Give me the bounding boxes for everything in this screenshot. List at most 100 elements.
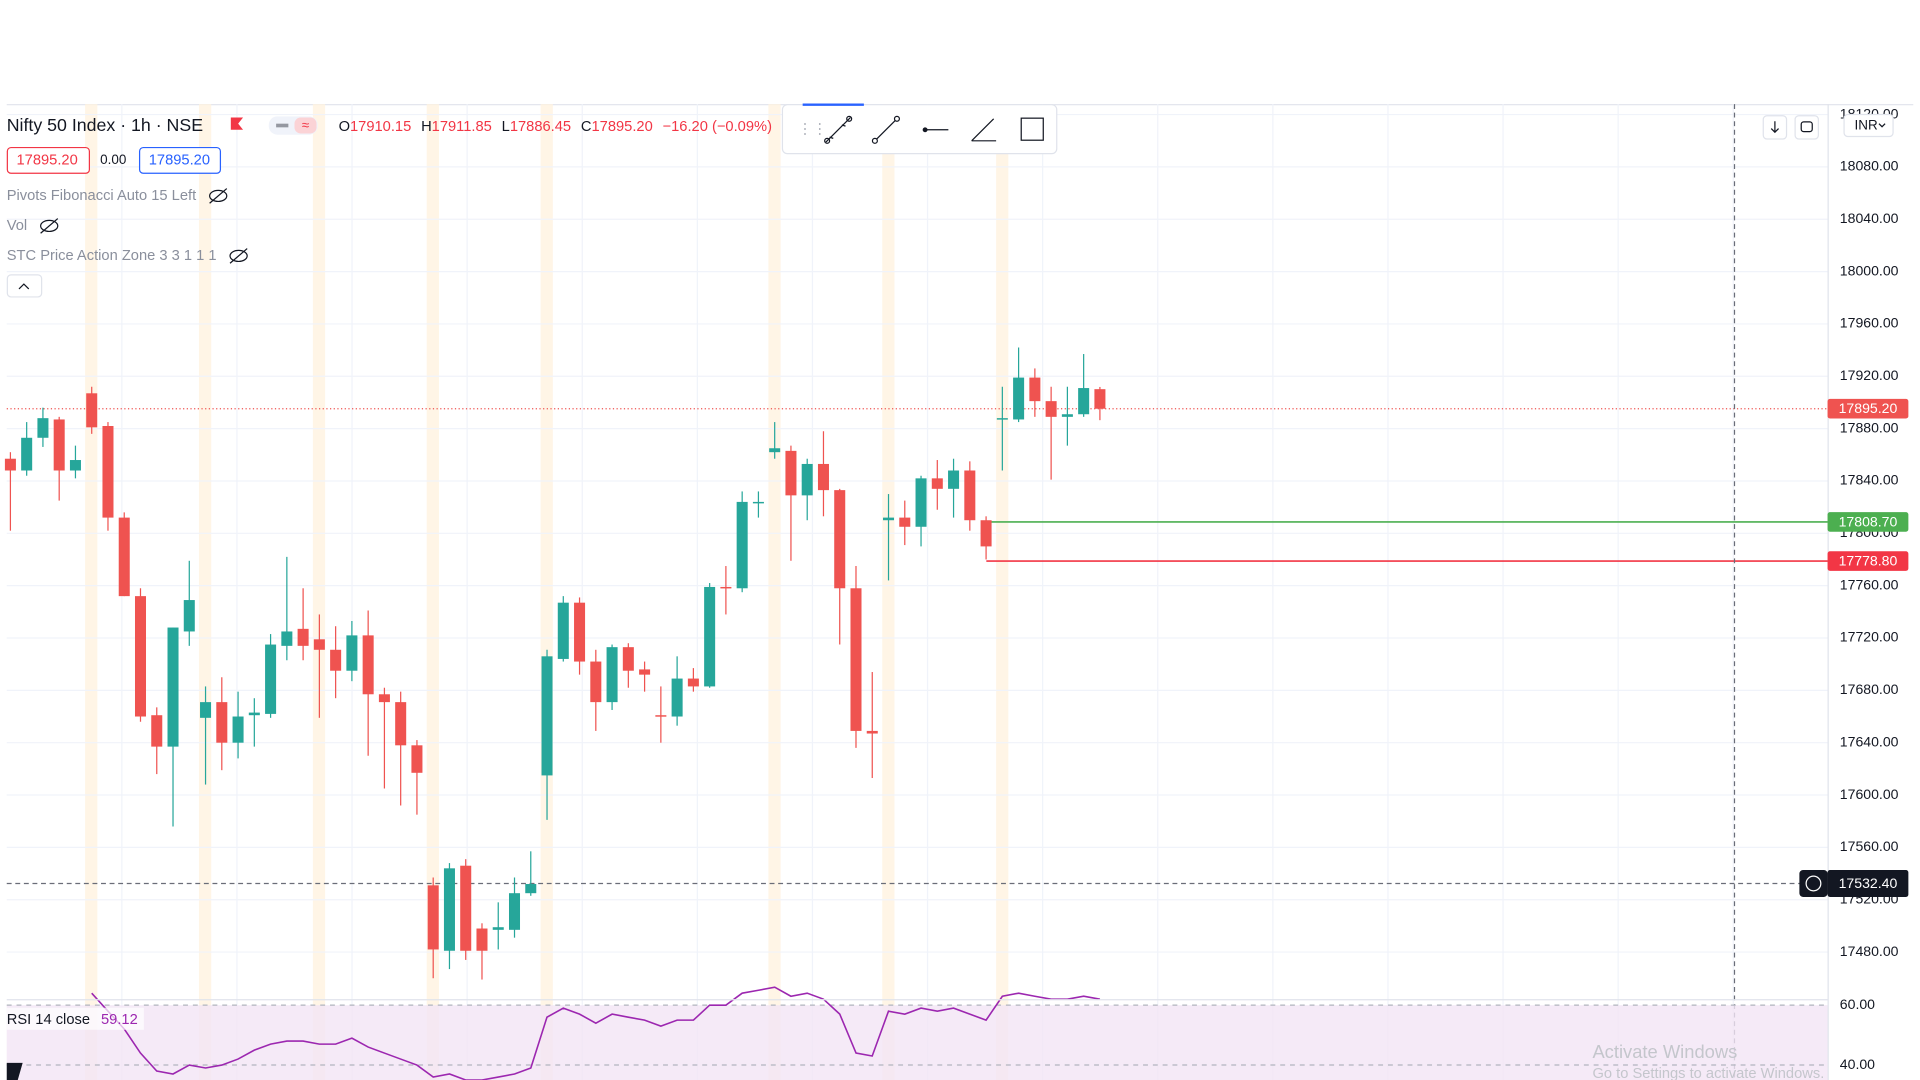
bid: 17895.20 [17, 152, 78, 168]
session-stripes [85, 104, 1009, 1080]
hidden-eye-icon[interactable] [229, 249, 248, 263]
candle-body [1013, 377, 1025, 420]
price-badge-label: 17532.40 [1839, 875, 1898, 891]
candle-body [346, 635, 358, 671]
trend-tool-dot [824, 137, 831, 144]
candle-body [752, 501, 764, 504]
candle-body [508, 893, 521, 930]
ask-box[interactable] [138, 146, 222, 174]
candle-body [297, 628, 309, 646]
session-stripe [882, 104, 895, 1080]
candle-body [248, 712, 260, 716]
candle-body [460, 865, 472, 951]
y-tick-label: 18080.00 [1840, 158, 1899, 174]
session-stripe [198, 104, 212, 1080]
y-tick-label: 17640.00 [1840, 733, 1899, 749]
y-tick-label: 17560.00 [1840, 838, 1899, 854]
y-tick-label: 18000.00 [1840, 262, 1899, 278]
status-icon-glyph: ≈ [302, 118, 310, 133]
candle-body [102, 426, 114, 518]
candle-body [883, 517, 895, 521]
reset-icon [1800, 121, 1813, 133]
candle-body [69, 460, 81, 471]
y-tick-label: 17920.00 [1840, 367, 1899, 383]
candle-body [427, 885, 439, 950]
candle-body [899, 517, 911, 527]
background [6, 0, 1914, 1080]
candle-body [866, 730, 878, 734]
candle-body [216, 702, 228, 743]
candle-body [362, 635, 374, 695]
symbol: Nifty 50 Index · 1h · NSE [7, 115, 203, 135]
trend-tool[interactable] [825, 117, 851, 143]
ohlc-letter: H [421, 119, 432, 135]
y-tick-label: 17720.00 [1840, 629, 1899, 645]
hline-tool-dot [922, 127, 928, 133]
overlay: Nifty 50 Index · 1h · NSE ≈ O 17910.15 H 17… [6, 103, 1894, 1080]
candle-body [183, 600, 195, 632]
currency-button[interactable] [1843, 113, 1894, 138]
flag-icon [230, 117, 244, 130]
indicator-name: STC Price Action Zone 3 3 1 1 1 [7, 248, 217, 264]
rect-tool[interactable] [1020, 117, 1044, 141]
candle-body [53, 419, 65, 471]
candle-body [118, 517, 130, 597]
candle-body [980, 520, 992, 547]
price-badge [1827, 870, 1909, 897]
candle-body [736, 501, 748, 589]
ohlc-letter: O [339, 119, 350, 135]
candle-body [541, 656, 553, 776]
candle-body [1094, 389, 1106, 409]
candle-body [525, 884, 537, 894]
candle-body [134, 596, 147, 717]
candle-body [915, 478, 927, 527]
price-badge-label: 17895.20 [1839, 400, 1898, 416]
candle-body [850, 588, 862, 731]
logo [6, 1062, 23, 1080]
candle-body [200, 702, 212, 718]
y-tick-label: 18040.00 [1840, 210, 1899, 226]
candle-body [606, 647, 618, 703]
crosshair-plus [1799, 870, 1828, 897]
candle-body [330, 649, 342, 671]
bid-box[interactable] [6, 146, 90, 174]
status-icon [276, 123, 289, 128]
indicator-legend: Pivots Fibonacci Auto 15 Left Vol STC Pric… [7, 188, 248, 264]
hidden-eye-icon[interactable] [40, 219, 59, 233]
plot [4, 104, 1828, 1080]
drag-handle[interactable]: ⋮⋮ [798, 122, 827, 138]
candle-body [86, 393, 98, 428]
y-tick-label: 17680.00 [1840, 681, 1899, 697]
collapse-icon [18, 283, 30, 290]
candle-body [313, 639, 325, 650]
candle-body [411, 745, 423, 773]
hidden-eye-icon[interactable] [209, 189, 228, 203]
candle-body [574, 602, 586, 662]
candle-body [281, 631, 293, 646]
y-tick-label: 17760.00 [1840, 576, 1899, 592]
reset-button[interactable] [1794, 115, 1819, 140]
candle-body [1078, 388, 1090, 415]
collapse-button[interactable] [6, 274, 43, 298]
hidden-eye-slash [229, 248, 248, 264]
candle-body [1045, 401, 1057, 417]
trend-tool-dot [846, 115, 853, 122]
candle-body [151, 715, 163, 747]
watermark-subtitle: Go to Settings to activate Windows. [1592, 1066, 1824, 1080]
candle-body [687, 678, 699, 687]
indicator-name: Pivots Fibonacci Auto 15 Left [7, 188, 196, 204]
candle-body [1029, 377, 1041, 402]
ray-tool[interactable] [874, 118, 898, 142]
session-stripe [540, 104, 553, 1080]
angle-tool[interactable] [971, 118, 997, 142]
candle-body [931, 478, 943, 489]
candle-body [443, 868, 455, 951]
change: −16.20 (−0.09%) [663, 119, 772, 135]
candle-body [590, 661, 602, 703]
price-badge [1827, 512, 1909, 532]
ohlc-letter: L [502, 119, 510, 135]
session-stripe [312, 104, 326, 1080]
ohlc: O 17910.15 H 17911.85 L 17886.45 C 17895.20 −16.… [339, 119, 772, 135]
